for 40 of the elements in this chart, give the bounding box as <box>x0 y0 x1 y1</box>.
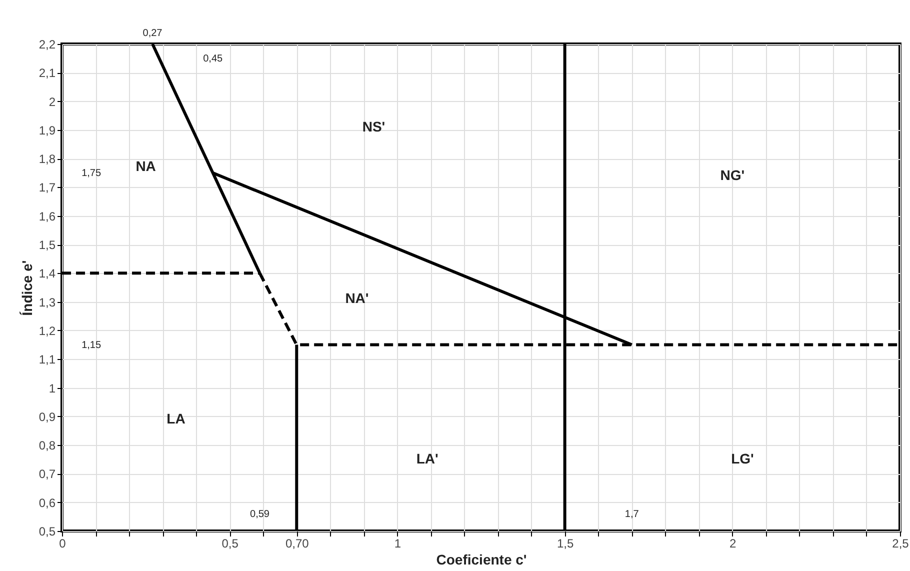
y-tick-label: 1,1 <box>38 352 56 367</box>
y-tick-label: 0,5 <box>38 524 56 538</box>
annotation: NA' <box>345 290 369 306</box>
y-tick-label: 2,2 <box>38 38 56 52</box>
y-tick-label: 1,4 <box>38 266 56 281</box>
x-tick-label: 0,70 <box>285 536 310 550</box>
annotation: LA' <box>416 450 438 466</box>
annotation: NA <box>136 158 156 174</box>
y-tick-label: 2,1 <box>38 66 56 80</box>
annotation: NG' <box>720 166 745 183</box>
annotation: 1,75 <box>82 168 102 180</box>
annotation: 1,15 <box>82 340 102 351</box>
y-tick-label: 1,9 <box>38 123 56 138</box>
y-tick-label: 1,7 <box>38 180 56 195</box>
x-tick-label: 1 <box>394 536 402 550</box>
y-tick-label: 1 <box>48 381 56 396</box>
annotation: NS' <box>362 118 386 134</box>
x-tick-label: 1,5 <box>556 536 574 550</box>
y-tick-label: 0,6 <box>38 496 56 510</box>
x-tick-label: 0,5 <box>222 536 239 550</box>
x-tick-label: 0 <box>59 536 66 550</box>
y-tick-label: 1,3 <box>38 295 56 310</box>
annotation: 0,59 <box>250 508 270 520</box>
annotation: 1,7 <box>624 508 640 520</box>
x-axis-title: Coeficiente c' <box>436 552 527 568</box>
x-tick-label: 2,5 <box>892 536 910 550</box>
y-tick-label: 1,6 <box>38 209 56 224</box>
y-tick-label: 0,7 <box>38 467 56 482</box>
y-tick-label: 2 <box>48 94 56 109</box>
y-tick-label: 1,8 <box>38 152 56 166</box>
y-tick-label: 1,2 <box>38 324 56 338</box>
y-axis-title: Índice e' <box>18 260 35 316</box>
annotation: LA <box>166 410 186 426</box>
annotation: 0,45 <box>203 54 224 65</box>
y-tick-label: 0,8 <box>38 438 56 453</box>
y-tick-label: 1,5 <box>38 238 56 252</box>
annotation: 0,27 <box>142 28 163 39</box>
x-tick-label: 2 <box>730 536 737 550</box>
annotation: LG' <box>731 450 754 466</box>
y-tick-label: 0,9 <box>38 410 56 424</box>
